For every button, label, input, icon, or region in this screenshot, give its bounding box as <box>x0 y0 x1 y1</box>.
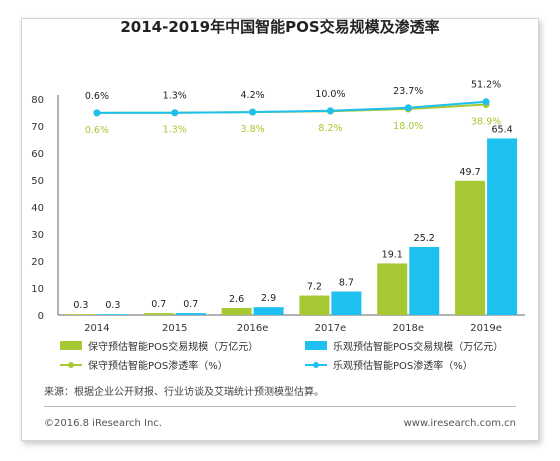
bar-value-label: 0.7 <box>151 299 166 310</box>
bar-value-label: 8.7 <box>339 278 354 289</box>
legend-label: 乐观预估智能POS交易规模（万亿元） <box>333 340 503 353</box>
x-tick-label: 2015 <box>162 323 187 334</box>
bar-value-label: 7.2 <box>307 282 322 293</box>
y-tick-label: 60 <box>31 149 44 160</box>
copyright: ©2016.8 iResearch Inc. <box>44 418 162 429</box>
bar-optimistic <box>175 313 206 315</box>
y-tick-label: 20 <box>31 257 44 268</box>
legend-marker <box>68 362 74 368</box>
optimistic-rate-label: 4.2% <box>241 90 265 101</box>
conservative-rate-label: 1.3% <box>163 125 187 136</box>
conservative-rate-label: 38.9% <box>471 116 501 127</box>
bar-conservative <box>299 295 330 315</box>
legend-label: 保守预估智能POS交易规模（万亿元） <box>88 340 258 353</box>
bar-value-label: 2.6 <box>229 294 244 305</box>
x-tick-label: 2014 <box>84 323 109 334</box>
optimistic-rate-line <box>96 100 487 114</box>
optimistic-rate-label: 51.2% <box>471 80 501 91</box>
optimistic-rate-label: 10.0% <box>315 89 345 100</box>
bar-value-label: 49.7 <box>460 167 481 178</box>
rate-point <box>404 104 412 112</box>
bar-value-label: 2.9 <box>261 293 276 304</box>
y-tick-label: 70 <box>31 122 44 133</box>
rate-point <box>93 109 101 117</box>
footer-divider <box>44 406 516 407</box>
bar-conservative <box>377 263 408 315</box>
conservative-rate-label: 3.8% <box>241 124 265 135</box>
bar-conservative <box>65 314 96 315</box>
bar-value-label: 25.2 <box>414 233 435 244</box>
y-tick-label: 30 <box>31 230 44 241</box>
legend-swatch-optimistic-volume <box>305 341 327 350</box>
website: www.iresearch.com.cn <box>403 418 516 429</box>
bar-value-label: 0.3 <box>105 300 120 311</box>
chart-title: 2014-2019年中国智能POS交易规模及渗透率 <box>120 18 440 36</box>
x-tick-label: 2018e <box>392 323 424 334</box>
legend-label: 保守预估智能POS渗透率（%） <box>88 359 228 372</box>
chart-card <box>21 18 539 441</box>
bar-value-label: 0.7 <box>183 299 198 310</box>
legend-marker <box>313 362 319 368</box>
rate-point <box>482 98 490 106</box>
x-tick-label: 2016e <box>237 323 269 334</box>
conservative-rate-label: 0.6% <box>85 125 109 136</box>
bar-conservative <box>221 307 252 315</box>
rate-point <box>171 109 179 117</box>
legend-swatch-conservative-volume <box>60 341 82 350</box>
bar-optimistic <box>487 138 518 315</box>
bar-optimistic <box>253 307 284 315</box>
y-tick-label: 0 <box>38 311 44 322</box>
conservative-rate-label: 18.0% <box>393 121 423 132</box>
bar-value-label: 65.4 <box>492 124 513 135</box>
x-tick-label: 2019e <box>470 323 502 334</box>
bar-conservative <box>143 313 174 315</box>
bar-optimistic <box>331 291 362 315</box>
y-tick-label: 50 <box>31 176 44 187</box>
bar-value-label: 0.3 <box>73 300 88 311</box>
y-tick-label: 40 <box>31 203 44 214</box>
x-tick-label: 2017e <box>315 323 347 334</box>
optimistic-rate-label: 23.7% <box>393 86 423 97</box>
rate-point <box>326 107 334 115</box>
y-tick-label: 80 <box>31 95 44 106</box>
bar-optimistic <box>97 314 128 315</box>
bar-optimistic <box>409 246 440 315</box>
conservative-rate-label: 8.2% <box>318 123 342 134</box>
y-tick-label: 10 <box>31 284 44 295</box>
bar-value-label: 19.1 <box>382 249 403 260</box>
source-note: 来源：根据企业公开财报、行业访谈及艾瑞统计预测模型估算。 <box>44 387 324 398</box>
legend-label: 乐观预估智能POS渗透率（%） <box>333 359 473 372</box>
bar-conservative <box>455 180 486 315</box>
optimistic-rate-label: 0.6% <box>85 91 109 102</box>
optimistic-rate-label: 1.3% <box>163 91 187 102</box>
rate-point <box>249 108 257 116</box>
